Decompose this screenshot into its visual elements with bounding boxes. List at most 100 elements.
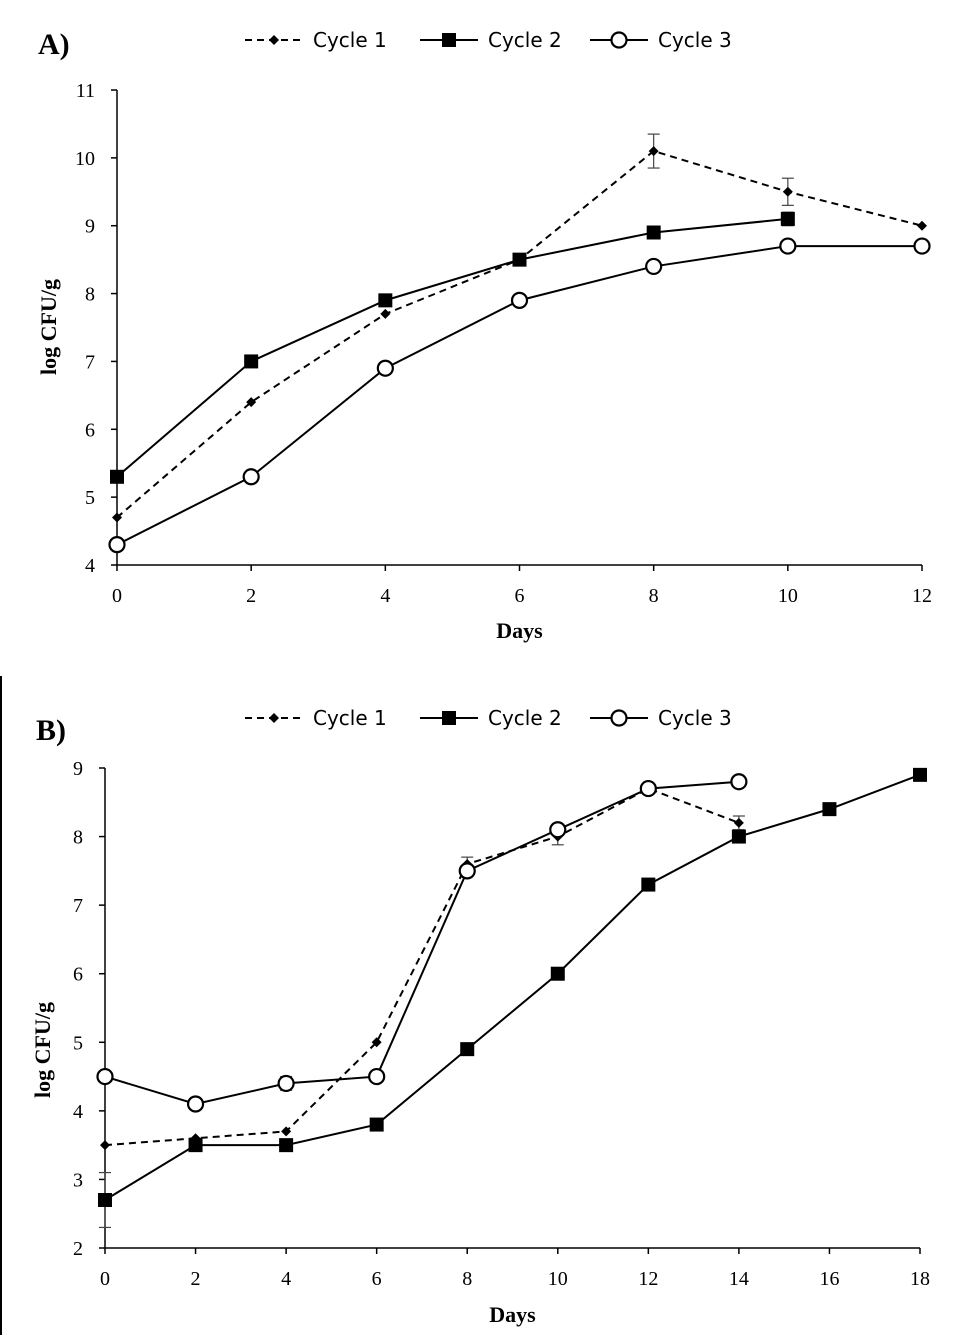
data-point <box>913 237 931 255</box>
series-cycle-3 <box>96 773 748 1113</box>
legend: Cycle 1 Cycle 2 Cycle 3 <box>245 28 732 52</box>
data-point <box>369 1117 384 1132</box>
panel-label-b: B) <box>36 714 66 747</box>
y-tick-label: 11 <box>76 80 95 102</box>
x-tick-label: 10 <box>548 1268 568 1290</box>
x-tick-label: 16 <box>819 1268 839 1290</box>
y-tick-label: 5 <box>73 1032 83 1054</box>
legend-marker <box>610 709 628 727</box>
legend-label: Cycle 3 <box>658 28 732 52</box>
data-point <box>378 293 393 308</box>
y-tick-label: 5 <box>85 487 95 509</box>
legend-label: Cycle 2 <box>488 706 562 730</box>
data-point <box>368 1067 386 1086</box>
data-point <box>112 512 122 523</box>
y-tick-label: 10 <box>75 148 95 170</box>
series-line <box>116 245 922 546</box>
data-point <box>913 767 927 782</box>
data-point <box>822 802 837 817</box>
data-point <box>188 1138 203 1153</box>
legend-label: Cycle 3 <box>658 706 732 730</box>
series-line <box>116 149 923 519</box>
legend-label: Cycle 2 <box>488 28 562 52</box>
y-axis-title: log CFU/g <box>30 1002 55 1098</box>
y-tick-label: 4 <box>73 1101 83 1123</box>
x-tick-label: 12 <box>638 1268 658 1290</box>
series-line <box>104 780 739 1106</box>
data-point <box>100 1140 110 1151</box>
x-tick-label: 12 <box>912 585 932 607</box>
data-point <box>110 469 124 484</box>
x-tick-label: 0 <box>100 1268 110 1290</box>
data-point <box>780 211 795 226</box>
data-point <box>917 220 927 231</box>
series-cycle-1 <box>100 783 745 1151</box>
data-point <box>371 1037 382 1048</box>
x-tick-label: 0 <box>112 585 122 607</box>
data-point <box>779 237 797 255</box>
legend-label: Cycle 1 <box>313 28 387 52</box>
data-point <box>458 862 476 880</box>
x-tick-label: 2 <box>191 1268 201 1290</box>
x-axis-title: Days <box>489 1302 536 1327</box>
data-point <box>246 397 257 408</box>
y-tick-label: 9 <box>85 216 95 238</box>
y-axis-title: log CFU/g <box>36 279 61 375</box>
panel-label-a: A) <box>38 28 70 61</box>
x-tick-label: 8 <box>462 1268 472 1290</box>
y-tick-label: 2 <box>73 1238 83 1260</box>
x-tick-label: 2 <box>246 585 256 607</box>
legend-marker <box>269 35 279 45</box>
data-point <box>279 1138 294 1153</box>
y-tick-label: 7 <box>73 895 83 917</box>
x-tick-label: 6 <box>372 1268 382 1290</box>
y-tick-label: 8 <box>85 284 95 306</box>
y-tick-label: 9 <box>73 758 83 780</box>
data-point <box>98 1193 112 1207</box>
data-point <box>641 877 656 892</box>
series-cycle-2 <box>110 211 795 484</box>
data-point <box>376 359 394 377</box>
y-tick-label: 8 <box>73 827 83 849</box>
x-tick-label: 10 <box>778 585 798 607</box>
y-tick-label: 4 <box>85 555 95 577</box>
x-tick-label: 6 <box>515 585 525 607</box>
y-tick-label: 3 <box>73 1169 83 1191</box>
data-point <box>281 1126 292 1137</box>
data-point <box>731 829 746 844</box>
legend-marker <box>442 711 456 725</box>
x-axis-title: Days <box>496 618 543 643</box>
data-point <box>648 146 659 157</box>
data-point <box>242 468 260 486</box>
series-cycle-2 <box>98 767 927 1229</box>
data-point <box>186 1095 205 1113</box>
data-point <box>549 821 567 839</box>
data-point <box>645 257 663 276</box>
legend-marker <box>610 31 628 49</box>
series-cycle-3 <box>108 237 931 554</box>
legend-marker <box>269 713 279 723</box>
data-point <box>782 186 793 197</box>
data-point <box>733 817 744 828</box>
series-line <box>104 787 740 1147</box>
x-tick-label: 18 <box>910 1268 930 1290</box>
data-point <box>460 1042 475 1057</box>
y-tick-label: 6 <box>85 419 95 441</box>
series-line <box>116 217 788 478</box>
legend-label: Cycle 1 <box>313 706 387 730</box>
y-tick-label: 6 <box>73 964 83 986</box>
x-tick-label: 4 <box>281 1268 291 1290</box>
data-point <box>512 252 527 267</box>
data-point <box>277 1074 295 1093</box>
data-point <box>96 1067 114 1086</box>
data-point <box>244 354 259 369</box>
x-tick-label: 4 <box>380 585 390 607</box>
data-point <box>510 291 529 309</box>
data-point <box>639 779 657 798</box>
data-point <box>108 536 126 554</box>
data-point <box>646 225 661 240</box>
